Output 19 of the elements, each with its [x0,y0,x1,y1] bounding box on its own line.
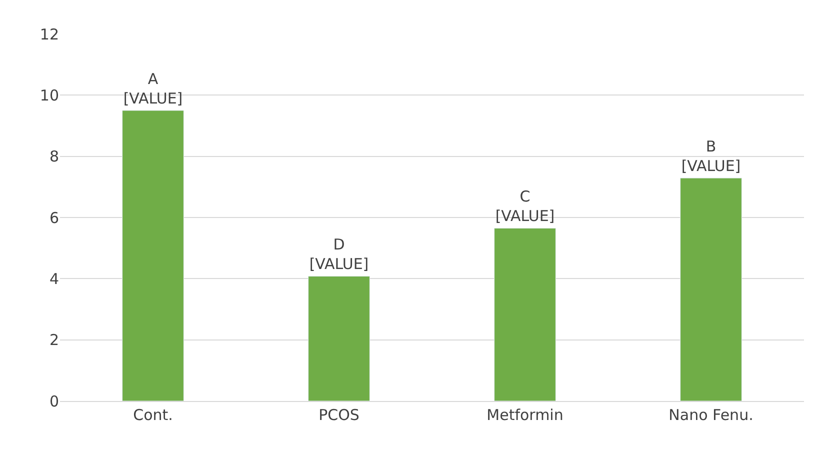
x-tick-label: Nano Fenu. [668,406,754,424]
y-tick-label: 0 [49,392,59,410]
x-tick-label: Metformin [486,406,564,424]
y-tick-label: 4 [49,270,59,288]
y-tick-label: 2 [49,331,59,350]
data-label: C [VALUE] [495,188,555,226]
data-label: A [VALUE] [123,70,183,108]
bar [308,276,370,401]
data-label: B [VALUE] [681,138,741,176]
x-tick-label: PCOS [318,406,360,424]
bar [122,110,184,401]
y-tick-label: 10 [40,86,59,104]
x-tick-label: Cont. [133,406,173,424]
data-label: D [VALUE] [309,236,369,274]
y-tick-label: 12 [40,25,59,44]
bar [680,178,742,401]
y-tick-label: 6 [49,208,59,227]
bar [494,228,556,401]
y-tick-label: 8 [49,148,59,166]
